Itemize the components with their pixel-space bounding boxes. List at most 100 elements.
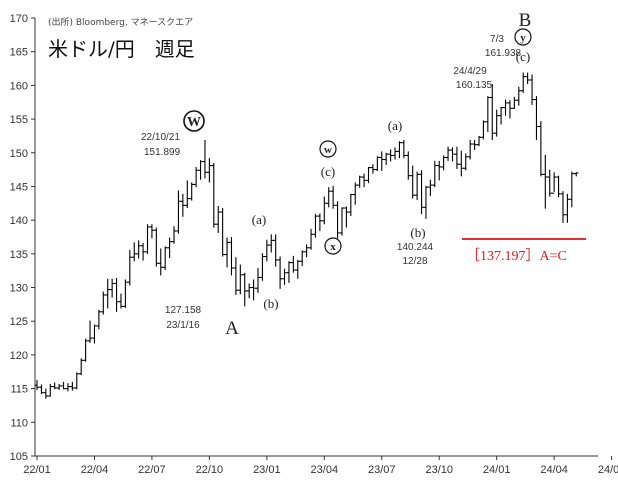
svg-text:W: W (187, 115, 201, 130)
ohlc-bar (300, 250, 305, 266)
ohlc-bar (565, 193, 570, 223)
y-tick-label: 145 (10, 181, 28, 193)
ohlc-bar (286, 261, 292, 283)
ohlc-bar (494, 109, 499, 137)
ohlc-bar (43, 388, 49, 399)
ohlc-bar (366, 166, 371, 184)
ohlc-bar (406, 151, 411, 180)
ohlc-bar (459, 150, 464, 177)
note-date-jul-peak: 7/3 (490, 34, 504, 45)
ohlc-bar (295, 259, 300, 279)
ohlc-bar (185, 180, 190, 209)
ohlc-bar (521, 72, 526, 93)
ohlc-bar (52, 382, 57, 390)
x-tick-label: 22/07 (138, 464, 166, 476)
ohlc-bars (34, 72, 579, 399)
chart-title: 米ドル/円 週足 (48, 37, 195, 61)
ohlc-bar (423, 185, 429, 219)
ohlc-bar (74, 372, 79, 390)
wave-label-c1: (c) (321, 164, 335, 179)
ohlc-bar (149, 224, 155, 239)
ohlc-bar (123, 279, 128, 308)
ohlc-bar (454, 146, 460, 169)
target-label: ［137.197］A=C (466, 248, 567, 264)
ohlc-bar (61, 381, 66, 390)
ohlc-bar (375, 156, 380, 171)
note-date-w-peak: 22/10/21 (141, 132, 180, 143)
ohlc-bar (361, 173, 367, 188)
note-date-a-low: 23/1/16 (166, 320, 200, 331)
ohlc-bar (467, 139, 473, 160)
ohlc-bar (216, 206, 221, 233)
y-tick-labels: 105 110 115 120 125 130 135 140 145 150 155 160 165 1… (10, 13, 28, 463)
ohlc-bar (255, 267, 261, 293)
ohlc-bar (450, 147, 455, 162)
y-tick-label: 150 (10, 148, 28, 160)
ohlc-bar (339, 207, 345, 236)
ohlc-bar (176, 190, 181, 234)
ohlc-bar (551, 172, 557, 194)
ohlc-bar (83, 338, 88, 362)
ohlc-bar (193, 166, 199, 188)
ohlc-bar (485, 96, 491, 132)
ohlc-bar (437, 160, 442, 181)
x-tick-label: 22/01 (23, 464, 51, 476)
chart-axes (31, 17, 613, 460)
ohlc-bar (370, 164, 376, 174)
ohlc-bar (260, 253, 265, 281)
ohlc-bar (574, 172, 579, 177)
ohlc-bar (472, 139, 477, 151)
y-tick-label: 130 (10, 283, 28, 295)
ohlc-bar (242, 272, 247, 307)
ohlc-bar (529, 74, 535, 105)
ohlc-bar (269, 234, 274, 253)
svg-text:y: y (520, 32, 526, 44)
ohlc-bar (127, 249, 133, 286)
ohlc-bar (512, 96, 517, 109)
y-tick-label: 135 (10, 249, 28, 261)
note-price-a-low: 127.158 (165, 305, 202, 316)
ohlc-bar (79, 358, 84, 376)
ohlc-bar (92, 324, 97, 344)
ohlc-bar (145, 224, 150, 254)
ohlc-bar (388, 149, 393, 162)
y-tick-label: 115 (10, 384, 28, 396)
y-tick-label: 160 (10, 80, 28, 92)
ohlc-bar (569, 171, 575, 208)
ohlc-bar (534, 96, 539, 140)
ohlc-bar (136, 240, 141, 259)
ohlc-bar (70, 381, 75, 391)
ohlc-bar (313, 214, 318, 238)
ohlc-bar (547, 169, 552, 197)
wave-label-a1: (a) (252, 212, 266, 227)
ohlc-bar (220, 208, 225, 257)
wave-label-b2: (b) (410, 225, 425, 240)
x-tick-label: 22/10 (196, 464, 224, 476)
note-price-w-peak: 151.899 (144, 147, 181, 158)
ohlc-bar (397, 141, 402, 159)
ohlc-bar (441, 155, 446, 171)
ohlc-bar (238, 264, 243, 295)
ohlc-bar (118, 293, 124, 309)
wave-label-c2: (c) (516, 49, 530, 64)
ohlc-bar (432, 160, 437, 188)
ohlc-bar (317, 213, 323, 231)
y-tick-label: 170 (10, 13, 28, 25)
ohlc-bar (224, 237, 230, 268)
ohlc-bar (503, 99, 508, 116)
note-date-b-low: 12/28 (402, 256, 427, 267)
ohlc-bar (516, 86, 521, 106)
ohlc-bar (543, 154, 548, 209)
y-tick-label: 105 (10, 451, 28, 463)
ohlc-bar (330, 185, 336, 209)
source-label: (出所) Bloomberg, マネースクエア (48, 16, 193, 28)
x-tick-label: 23/04 (311, 464, 339, 476)
x-tick-labels: 22/01 22/04 22/07 22/10 23/01 23/04 23/07 23/10… (23, 464, 618, 476)
x-tick-label: 23/10 (425, 464, 453, 476)
ohlc-bar (39, 384, 44, 395)
ohlc-bar (401, 139, 407, 159)
note-date-apr-peak: 24/4/29 (453, 66, 487, 77)
wave-label-W: W (183, 110, 205, 132)
ohlc-bar (140, 243, 146, 261)
